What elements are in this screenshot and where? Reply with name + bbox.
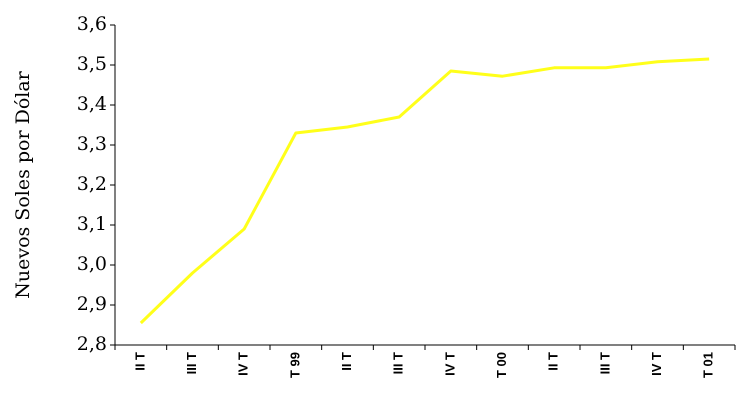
- y-tick-label: 2,9: [77, 293, 107, 315]
- x-tick-label: II T: [546, 352, 561, 371]
- y-axis-label: Nuevos Soles por Dólar: [12, 70, 34, 298]
- y-tick-label: 2,8: [77, 333, 107, 355]
- y-tick-label: 3,2: [77, 173, 107, 195]
- y-tick-label: 3,0: [77, 253, 107, 275]
- x-tick-label: III T: [391, 352, 406, 374]
- x-tick-label: II T: [339, 352, 354, 371]
- y-tick-label: 3,5: [77, 53, 107, 75]
- line: [139, 57, 710, 325]
- x-tick-label: T 00: [494, 352, 509, 378]
- y-tick-label: 3,3: [77, 133, 107, 155]
- y-tick-label: 3,4: [77, 93, 107, 115]
- y-tick-label: 3,1: [77, 213, 107, 235]
- y-tick-label: 3,6: [77, 13, 107, 35]
- x-tick-label: IV T: [442, 352, 457, 376]
- x-tick-label: T 01: [701, 352, 716, 378]
- x-tick-label: IV T: [236, 352, 251, 376]
- x-tick-label: III T: [597, 352, 612, 374]
- x-tick-label: T 99: [287, 352, 302, 378]
- x-tick-label: III T: [184, 352, 199, 374]
- x-tick-label: II T: [132, 352, 147, 371]
- x-tick-label: IV T: [649, 352, 664, 376]
